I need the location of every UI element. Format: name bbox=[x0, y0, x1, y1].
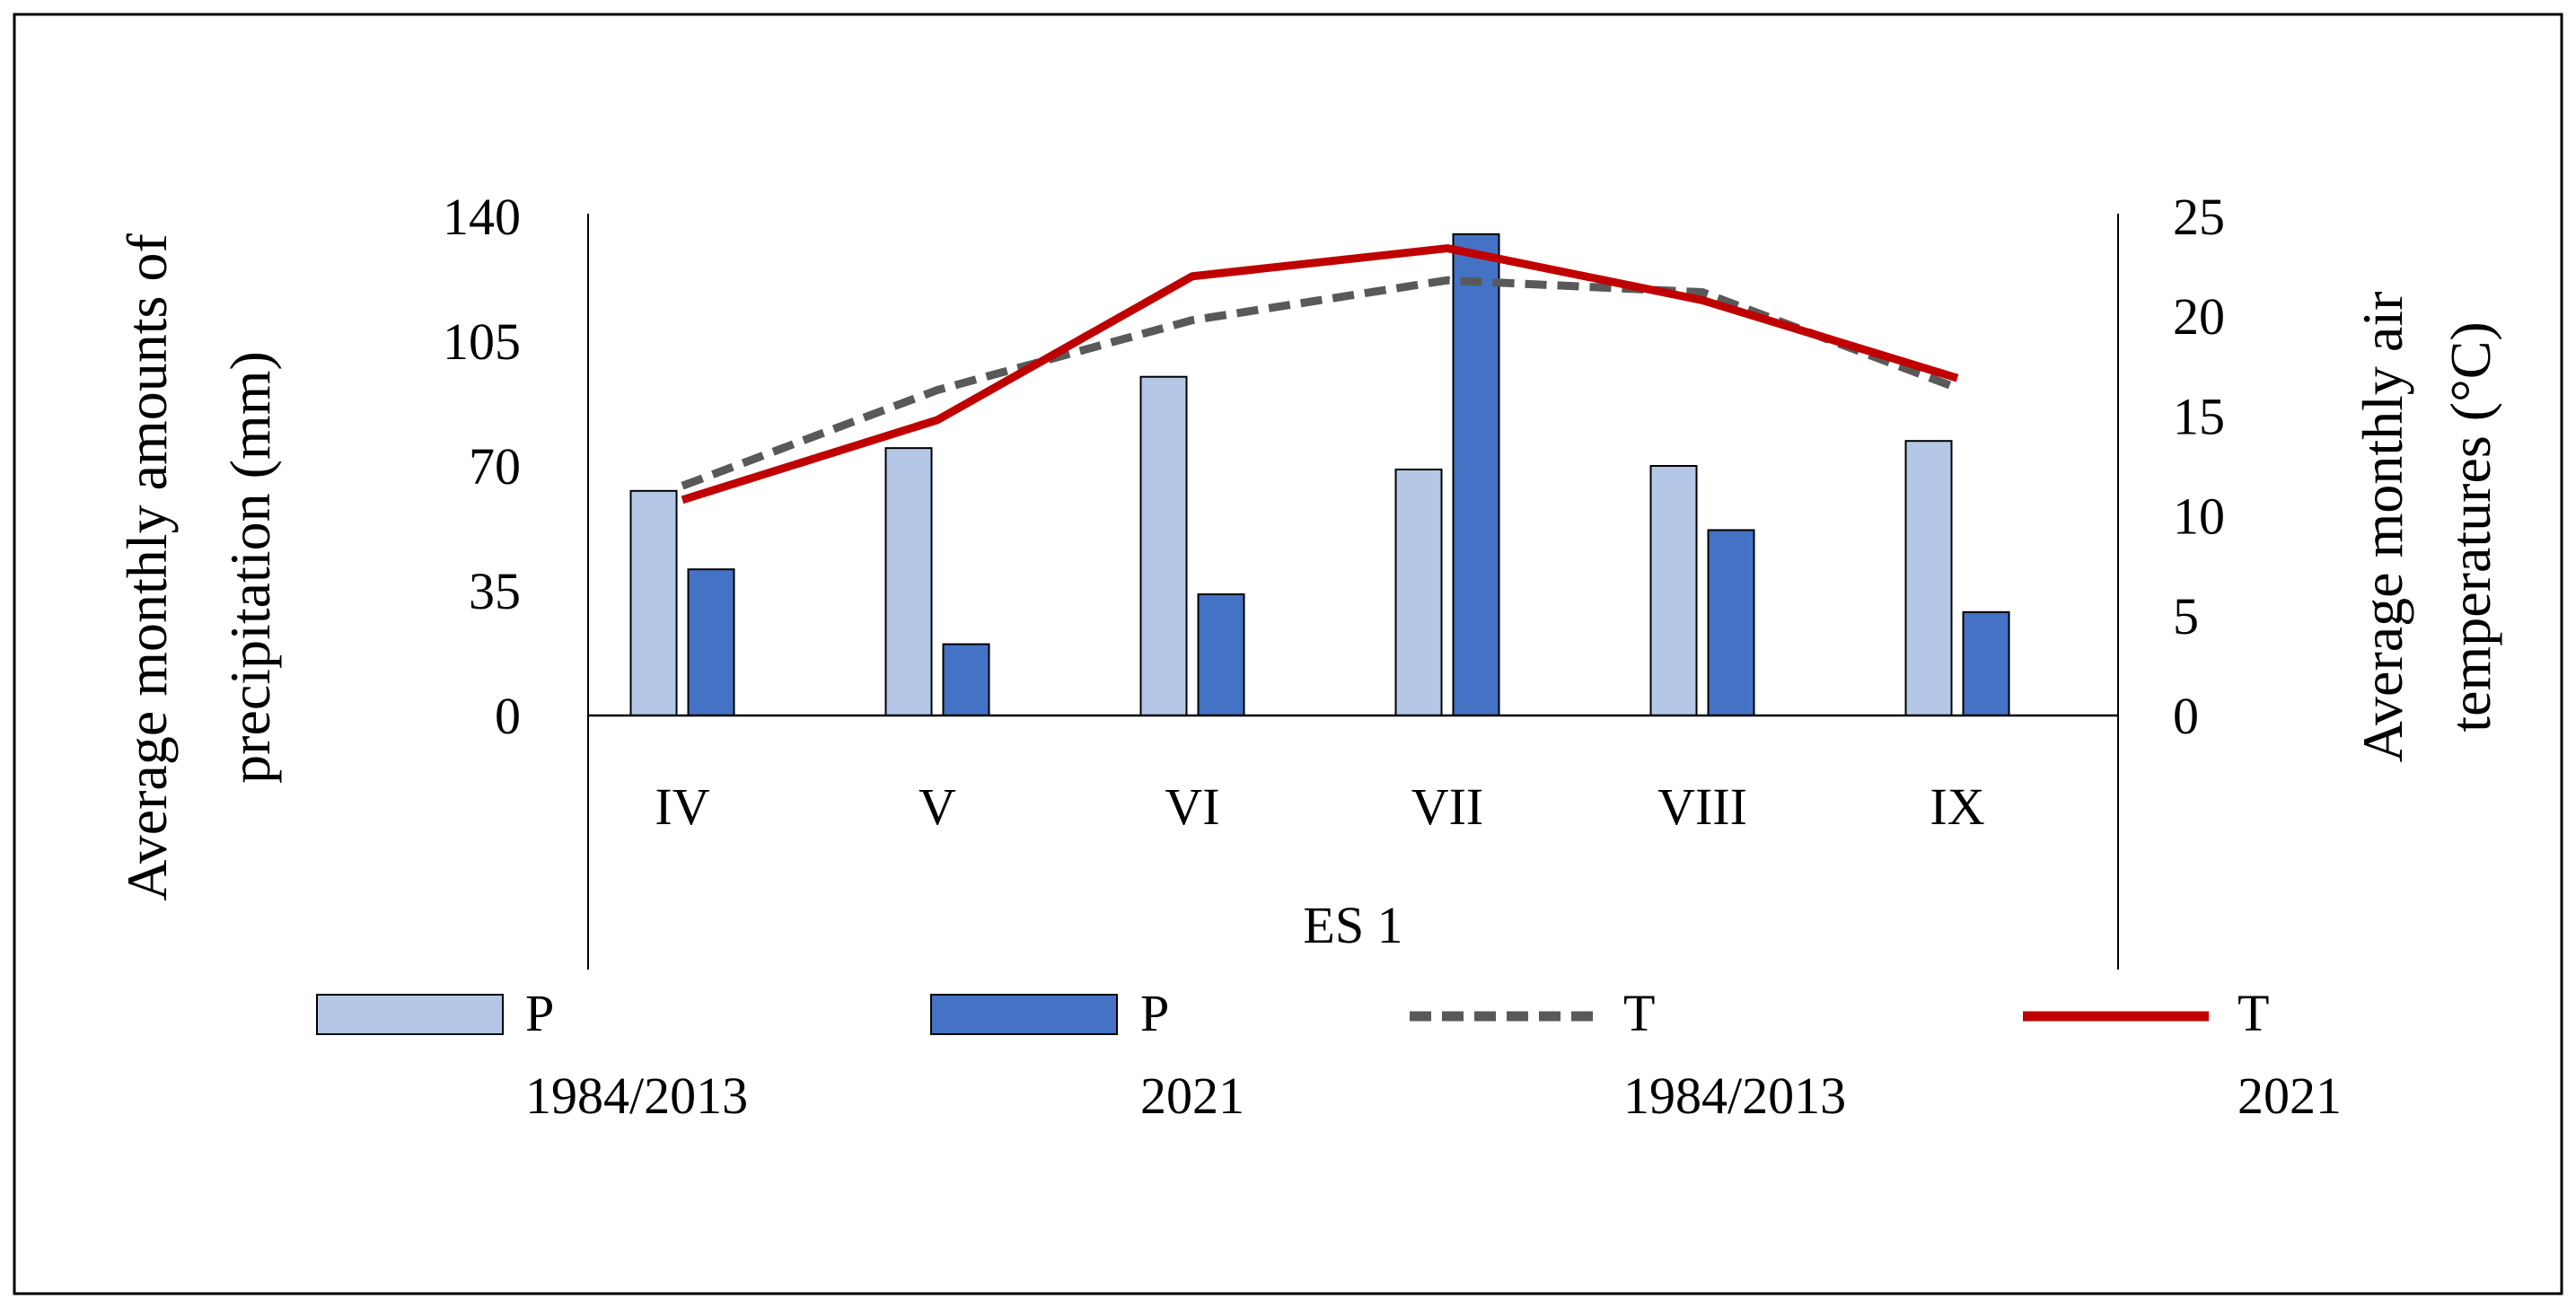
bar-p-2021-v bbox=[942, 643, 990, 716]
left-tick-label: 35 bbox=[469, 562, 521, 620]
legend-label-p-2021-line1: P bbox=[1140, 984, 1169, 1042]
left-tick-labels: 0 35 70 105 140 bbox=[443, 188, 521, 745]
line-t-1984-2013 bbox=[681, 276, 1959, 490]
legend-label-p-1984-2013-line1: P bbox=[525, 984, 554, 1042]
left-axis-title-line-2-text: precipitation (mm) bbox=[218, 351, 282, 784]
right-axis-title-line-2-text: temperatures (°C) bbox=[2439, 321, 2502, 732]
bar-p-1984-2013-vi bbox=[1139, 375, 1188, 716]
x-axis-title: ES 1 bbox=[1303, 896, 1402, 954]
left-tick-label: 70 bbox=[469, 437, 521, 496]
legend-item-t-1984-2013: T 1984/2013 bbox=[1410, 984, 1846, 1125]
chart-frame bbox=[13, 13, 2563, 1295]
bar-p-1984-2013-v bbox=[884, 447, 933, 716]
legend-item-p-1984-2013: P 1984/2013 bbox=[316, 984, 748, 1125]
lines-layer bbox=[681, 244, 1959, 505]
bar-p-2021-vii bbox=[1452, 233, 1500, 717]
category-labels: IV V VI VII VIII IX bbox=[655, 777, 1984, 836]
bar-p-2021-ix bbox=[1962, 610, 2010, 716]
legend-label-t-1984-2013-line1: T bbox=[1623, 984, 1655, 1042]
right-tick-label: 25 bbox=[2173, 188, 2225, 246]
legend: P 1984/2013 P 2021 T 1984/2013 T 2021 bbox=[316, 984, 2342, 1125]
bar-p-1984-2013-viii bbox=[1649, 465, 1698, 716]
bar-p-2021-iv bbox=[687, 568, 735, 717]
legend-item-t-2021: T 2021 bbox=[2023, 984, 2342, 1125]
right-tick-label: 20 bbox=[2173, 287, 2225, 346]
right-tick-labels: 0 5 10 15 20 25 bbox=[2173, 188, 2225, 745]
bar-p-1984-2013-iv bbox=[629, 489, 678, 716]
right-tick-label: 0 bbox=[2173, 687, 2199, 745]
bar-p-2021-vi bbox=[1197, 593, 1245, 716]
line-t-2021 bbox=[681, 244, 1959, 505]
right-axis-title-line-1-text: Average monthly air bbox=[2351, 292, 2414, 763]
legend-swatch-p-1984-2013 bbox=[316, 994, 504, 1035]
left-tick-label: 105 bbox=[443, 312, 521, 371]
right-tick-label: 5 bbox=[2173, 587, 2199, 645]
right-tick-label: 10 bbox=[2173, 487, 2225, 546]
legend-label-t-2021-line2: 2021 bbox=[2238, 1067, 2342, 1125]
category-label-ix: IX bbox=[1930, 777, 1984, 836]
category-label-vii: VII bbox=[1411, 777, 1484, 836]
right-tick-label: 15 bbox=[2173, 387, 2225, 445]
legend-label-t-2021-line1: T bbox=[2238, 984, 2269, 1042]
bar-p-2021-viii bbox=[1707, 529, 1755, 716]
category-label-v: V bbox=[919, 777, 956, 836]
bar-p-1984-2013-ix bbox=[1904, 440, 1953, 716]
category-label-iv: IV bbox=[655, 777, 709, 836]
bar-p-1984-2013-vii bbox=[1394, 468, 1443, 716]
legend-item-p-2021: P 2021 bbox=[930, 984, 1244, 1125]
legend-label-t-1984-2013-line2: 1984/2013 bbox=[1623, 1067, 1846, 1125]
legend-swatch-p-2021 bbox=[930, 994, 1118, 1035]
legend-label-p-1984-2013-line2: 1984/2013 bbox=[525, 1067, 748, 1125]
legend-label-p-2021-line2: 2021 bbox=[1140, 1067, 1244, 1125]
category-label-vi: VI bbox=[1165, 777, 1219, 836]
left-tick-label: 140 bbox=[443, 188, 521, 246]
left-tick-label: 0 bbox=[495, 687, 521, 745]
bars-layer bbox=[629, 233, 2010, 717]
category-label-viii: VIII bbox=[1657, 777, 1747, 836]
left-axis-title-line-1-text: Average monthly amounts of bbox=[115, 233, 179, 901]
